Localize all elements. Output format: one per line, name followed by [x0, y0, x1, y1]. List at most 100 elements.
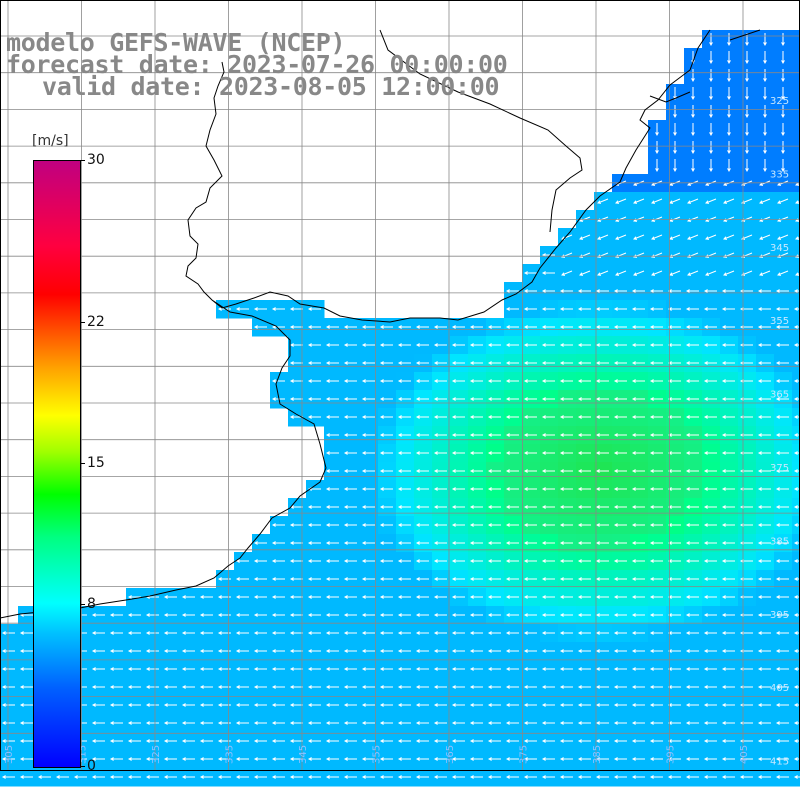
wind-arrow [649, 361, 663, 365]
wind-arrow [469, 577, 483, 581]
wind-arrow [325, 649, 339, 653]
wind-arrow [651, 234, 663, 240]
wind-arrow [325, 433, 339, 437]
wind-arrow [667, 361, 681, 365]
wind-arrow [577, 397, 591, 401]
wind-arrow [691, 159, 695, 173]
wind-arrow [667, 289, 681, 293]
wind-arrow [775, 433, 789, 437]
wind-arrow [523, 361, 537, 365]
wind-arrow [433, 577, 447, 581]
wind-arrow [433, 775, 447, 779]
wind-arrow [253, 541, 267, 545]
wind-arrow [487, 523, 501, 527]
wind-arrow [541, 361, 555, 365]
wind-arrow [721, 379, 735, 383]
wind-arrow [217, 757, 231, 761]
wind-arrow [217, 721, 231, 725]
wind-arrow [685, 379, 699, 383]
wind-arrow [271, 379, 285, 383]
wind-arrow [379, 343, 393, 347]
wind-arrow [397, 703, 411, 707]
wind-arrow [397, 667, 411, 671]
wind-arrow [687, 198, 699, 204]
wind-arrow [325, 721, 339, 725]
wind-arrow [271, 307, 285, 311]
wind-arrow [649, 469, 663, 473]
wind-arrow [721, 739, 735, 743]
wind-arrow [415, 739, 429, 743]
grid-label-right: 365 [770, 390, 789, 401]
wind-arrow [667, 685, 681, 689]
colorbar-tick-mark [80, 766, 85, 767]
wind-arrow [631, 433, 645, 437]
wind-arrow [181, 757, 195, 761]
wind-arrow [307, 667, 321, 671]
wind-arrow [613, 361, 627, 365]
wind-arrow [379, 595, 393, 599]
wind-arrow [793, 703, 800, 707]
wind-arrow [325, 541, 339, 545]
wind-arrow [505, 397, 519, 401]
wind-arrow [55, 775, 69, 779]
wind-arrow [523, 433, 537, 437]
wind-arrow [19, 685, 33, 689]
wind-arrow [775, 415, 789, 419]
wind-arrow [523, 415, 537, 419]
wind-arrow [397, 577, 411, 581]
wind-arrow [451, 379, 465, 383]
wind-arrow [649, 577, 663, 581]
wind-arrow [343, 451, 357, 455]
wind-arrow [271, 595, 285, 599]
wind-arrow [721, 649, 735, 653]
wind-arrow [577, 775, 591, 779]
border-line [379, 29, 583, 233]
wind-arrow [757, 325, 771, 329]
wind-arrow [781, 141, 785, 155]
wind-arrow [451, 451, 465, 455]
wind-arrow [775, 343, 789, 347]
wind-arrow [289, 667, 303, 671]
wind-arrow [523, 703, 537, 707]
wind-arrow [415, 775, 429, 779]
wind-arrow [721, 775, 735, 779]
wind-arrow [721, 361, 735, 365]
wind-arrow [559, 325, 573, 329]
colorbar-tick-label: 0 [87, 758, 96, 774]
wind-arrow [199, 721, 213, 725]
wind-arrow [633, 270, 645, 276]
grid-label-bottom: 365 [445, 745, 456, 764]
wind-arrow [685, 631, 699, 635]
wind-arrow [505, 667, 519, 671]
wind-arrow [343, 721, 357, 725]
wind-arrow [595, 487, 609, 491]
wind-arrow [757, 775, 771, 779]
wind-arrow [793, 631, 800, 635]
wind-arrow [703, 757, 717, 761]
grid-label-bottom: 395 [666, 745, 677, 764]
wind-arrow [721, 631, 735, 635]
wind-arrow [415, 433, 429, 437]
wind-arrow [127, 667, 141, 671]
wind-arrow [685, 523, 699, 527]
wind-arrow [163, 739, 177, 743]
wind-arrow [559, 523, 573, 527]
wind-arrow [649, 433, 663, 437]
wind-arrow [687, 234, 699, 240]
wind-arrow [595, 595, 609, 599]
wind-arrow [271, 721, 285, 725]
wind-arrow [613, 541, 627, 545]
wind-arrow [793, 541, 800, 545]
wind-arrow [415, 613, 429, 617]
wind-arrow [343, 415, 357, 419]
wind-arrow [757, 397, 771, 401]
wind-arrow [271, 685, 285, 689]
wind-arrow [523, 667, 537, 671]
wind-arrow [685, 469, 699, 473]
wind-arrow [397, 361, 411, 365]
wind-arrow [777, 270, 789, 276]
wind-arrow [469, 487, 483, 491]
wind-arrow [451, 523, 465, 527]
wind-arrow [451, 685, 465, 689]
wind-arrow [397, 595, 411, 599]
